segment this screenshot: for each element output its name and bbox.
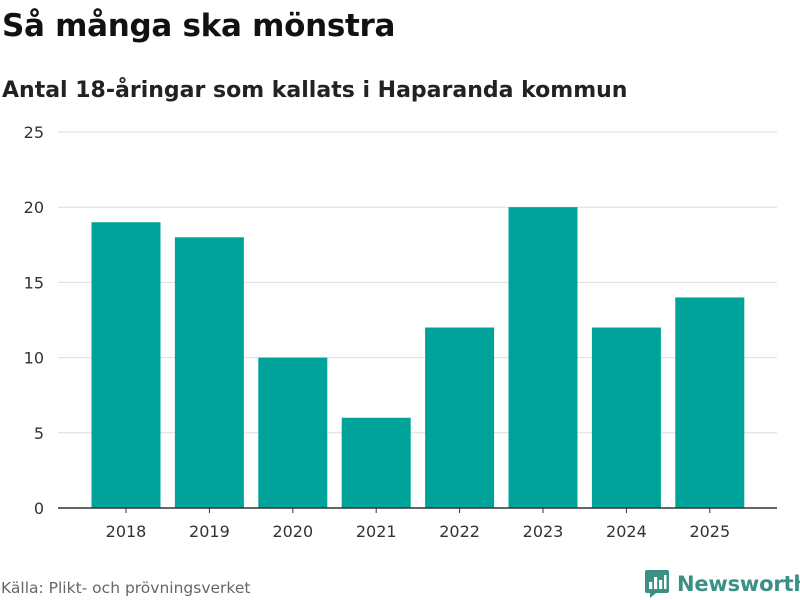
bar <box>508 207 578 508</box>
bar <box>174 237 244 508</box>
bar <box>258 357 328 508</box>
source-note: Källa: Plikt- och prövningsverket <box>1 579 251 597</box>
x-tick-label: 2024 <box>606 522 647 541</box>
bar <box>91 222 161 508</box>
brand-name: Newsworthy <box>677 572 800 596</box>
bar <box>425 327 495 508</box>
x-tick-label: 2018 <box>106 522 147 541</box>
x-tick-label: 2019 <box>189 522 230 541</box>
chart-title: Så många ska mönstra <box>2 8 396 44</box>
gridlines <box>58 131 777 434</box>
newsworthy-logo-icon <box>645 570 669 598</box>
y-tick-label: 5 <box>34 424 44 443</box>
y-tick-label: 15 <box>24 273 44 292</box>
y-tick-label: 20 <box>24 198 44 217</box>
x-tick-label: 2023 <box>523 522 564 541</box>
x-tick-label: 2025 <box>689 522 730 541</box>
x-tick-label: 2022 <box>439 522 480 541</box>
x-tick-label: 2020 <box>272 522 313 541</box>
y-tick-label: 10 <box>24 349 44 368</box>
bar <box>675 297 745 508</box>
y-tick-label: 0 <box>34 499 44 518</box>
brand-logo: Newsworthy <box>644 568 800 600</box>
bars <box>91 207 745 508</box>
bar <box>341 417 411 508</box>
x-tick-label: 2021 <box>356 522 397 541</box>
bar <box>591 327 661 508</box>
y-tick-label: 25 <box>24 123 44 142</box>
chart-subtitle: Antal 18-åringar som kallats i Haparanda… <box>2 78 628 103</box>
